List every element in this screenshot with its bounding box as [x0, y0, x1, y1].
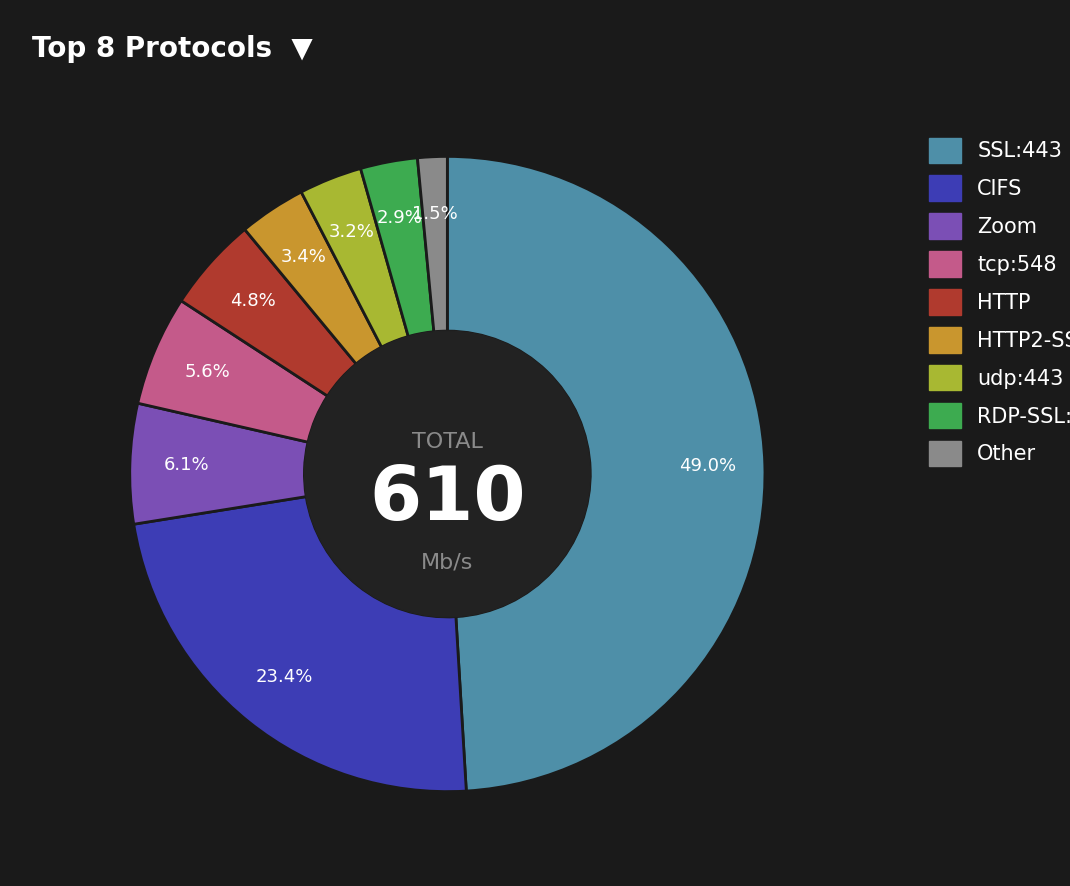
Text: Top 8 Protocols  ▼: Top 8 Protocols ▼: [32, 35, 312, 64]
Text: 5.6%: 5.6%: [185, 363, 230, 381]
Text: 3.4%: 3.4%: [280, 248, 326, 266]
Text: 610: 610: [369, 462, 525, 536]
Text: 3.2%: 3.2%: [328, 223, 374, 241]
Wedge shape: [302, 168, 409, 347]
Text: 49.0%: 49.0%: [679, 457, 736, 475]
Wedge shape: [447, 157, 765, 791]
Wedge shape: [134, 497, 467, 791]
Legend: SSL:443, CIFS, Zoom, tcp:548, HTTP, HTTP2-SSL, udp:443, RDP-SSL:3389, Other: SSL:443, CIFS, Zoom, tcp:548, HTTP, HTTP…: [919, 127, 1070, 477]
Text: Mb/s: Mb/s: [422, 553, 474, 573]
Text: 6.1%: 6.1%: [165, 456, 210, 474]
Text: 2.9%: 2.9%: [377, 209, 423, 227]
Text: 23.4%: 23.4%: [256, 668, 314, 686]
Wedge shape: [417, 157, 447, 331]
Wedge shape: [245, 192, 382, 364]
Wedge shape: [361, 158, 433, 337]
Wedge shape: [181, 229, 356, 396]
Circle shape: [305, 331, 591, 617]
Text: TOTAL: TOTAL: [412, 432, 483, 452]
Wedge shape: [138, 300, 327, 442]
Text: 1.5%: 1.5%: [412, 205, 458, 223]
Text: 4.8%: 4.8%: [230, 291, 276, 310]
Wedge shape: [129, 403, 308, 525]
